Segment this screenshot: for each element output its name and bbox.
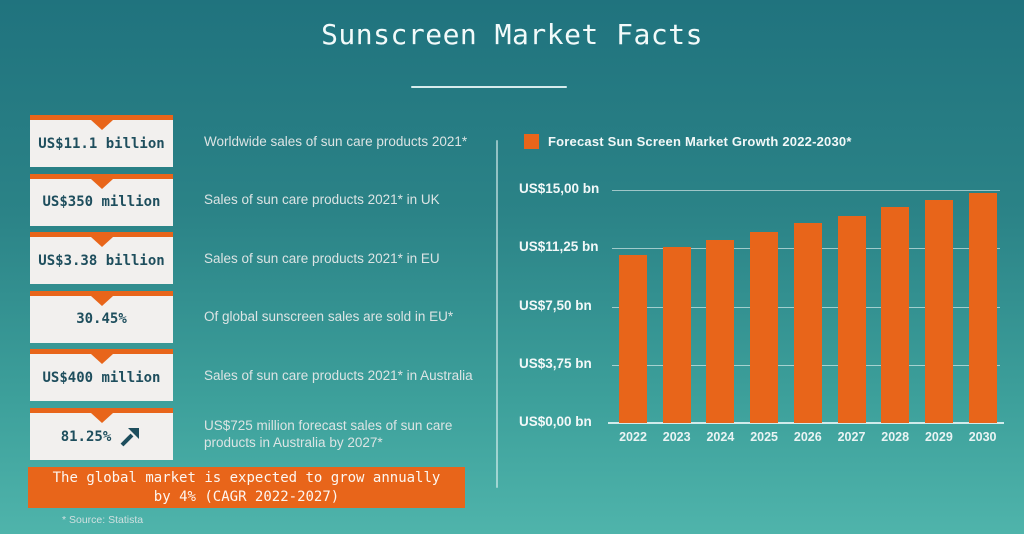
stat-value: US$3.38 billion bbox=[38, 252, 165, 269]
growth-banner: The global market is expected to grow an… bbox=[28, 467, 465, 508]
bar-2028 bbox=[881, 207, 910, 423]
ribbon-notch-icon bbox=[90, 295, 113, 306]
stat-description: Of global sunscreen sales are sold in EU… bbox=[204, 309, 454, 325]
stat-row: 30.45% Of global sunscreen sales are sold… bbox=[30, 290, 496, 343]
y-axis-tick-label: US$11,25 bn bbox=[519, 239, 599, 255]
x-axis-tick-label: 2024 bbox=[706, 430, 735, 444]
bar-2024 bbox=[706, 240, 735, 423]
banner-text-line2: by 4% (CAGR 2022-2027) bbox=[153, 488, 340, 505]
stat-value: US$350 million bbox=[42, 194, 161, 211]
stat-row: US$3.38 billion Sales of sun care product… bbox=[30, 232, 496, 285]
y-axis-tick-label: US$3,75 bn bbox=[519, 355, 592, 371]
bar-2030 bbox=[968, 193, 997, 423]
stat-description: Sales of sun care products 2021* in EU bbox=[204, 250, 440, 266]
x-axis-tick-label: 2025 bbox=[750, 430, 778, 444]
stat-description: US$725 million forecast sales of sun car… bbox=[204, 418, 453, 450]
y-axis-tick-label: US$15,00 bn bbox=[519, 181, 600, 196]
banner-text-line1: The global market is expected to grow an… bbox=[52, 469, 441, 486]
x-axis-tick-label: 2026 bbox=[793, 430, 822, 444]
chart-title: Forecast Sun Screen Market Growth 2022-2… bbox=[548, 134, 852, 149]
stat-row: US$350 million Sales of sun care products… bbox=[30, 173, 496, 226]
stat-value-box: US$3.38 billion bbox=[30, 232, 173, 285]
ribbon-notch-icon bbox=[90, 178, 113, 189]
stat-description: Sales of sun care products 2021* in Aust… bbox=[204, 367, 473, 383]
x-axis-tick-label: 2028 bbox=[881, 430, 910, 444]
x-axis-tick-label: 2023 bbox=[662, 430, 691, 444]
stat-value-box: US$350 million bbox=[30, 173, 173, 226]
x-axis-tick-label: 2030 bbox=[968, 430, 997, 444]
x-axis-tick-label: 2027 bbox=[837, 430, 866, 444]
page-title: Sunscreen Market Facts bbox=[321, 18, 703, 51]
bar-chart: US$0,00 bn US$3,75 bn US$7,50 bn US$11,25 b… bbox=[519, 181, 1004, 463]
ribbon-notch-icon bbox=[90, 237, 113, 248]
stat-value: US$11.1 billion bbox=[38, 135, 165, 152]
x-axis-tick-label: 2029 bbox=[924, 430, 953, 444]
stat-row: US$400 million Sales of sun care products… bbox=[30, 349, 496, 402]
stat-description: Worldwide sales of sun care products 202… bbox=[204, 133, 468, 149]
bar-2025 bbox=[750, 231, 779, 423]
x-axis-baseline bbox=[608, 422, 1004, 424]
bar-2022 bbox=[619, 255, 647, 423]
title-underline bbox=[411, 86, 567, 88]
bar-2023 bbox=[662, 247, 691, 423]
source-note: * Source: Statista bbox=[62, 514, 144, 526]
ribbon-notch-icon bbox=[90, 413, 113, 423]
bar-2027 bbox=[837, 215, 866, 423]
stat-value-box: 30.45% bbox=[30, 290, 173, 343]
stat-value-box: 81.25% bbox=[30, 408, 173, 460]
gridline bbox=[612, 190, 1000, 191]
stat-value: 81.25% bbox=[60, 428, 112, 445]
chart-legend: Forecast Sun Screen Market Growth 2022-2… bbox=[524, 134, 852, 149]
stat-value-box: US$11.1 billion bbox=[30, 115, 173, 167]
stat-row: 81.25% US$725 million forecast sales of s… bbox=[30, 408, 496, 460]
legend-swatch-icon bbox=[524, 134, 539, 149]
stat-row: US$11.1 billion Worldwide sales of sun ca… bbox=[30, 115, 496, 167]
stat-value: 30.45% bbox=[76, 311, 127, 328]
y-axis-tick-label: US$0,00 bn bbox=[519, 414, 592, 429]
x-axis-tick-label: 2022 bbox=[619, 430, 647, 444]
y-axis-tick-label: US$7,50 bn bbox=[519, 297, 592, 313]
stat-value-box: US$400 million bbox=[30, 349, 173, 402]
ribbon-notch-icon bbox=[90, 354, 113, 365]
bar-2026 bbox=[793, 223, 822, 423]
stat-value: US$400 million bbox=[42, 369, 161, 386]
stat-description: Sales of sun care products 2021* in UK bbox=[204, 192, 440, 208]
bar-2029 bbox=[924, 200, 953, 423]
ribbon-notch-icon bbox=[90, 120, 113, 130]
growth-arrow-icon bbox=[120, 427, 140, 446]
vertical-divider bbox=[496, 140, 498, 488]
